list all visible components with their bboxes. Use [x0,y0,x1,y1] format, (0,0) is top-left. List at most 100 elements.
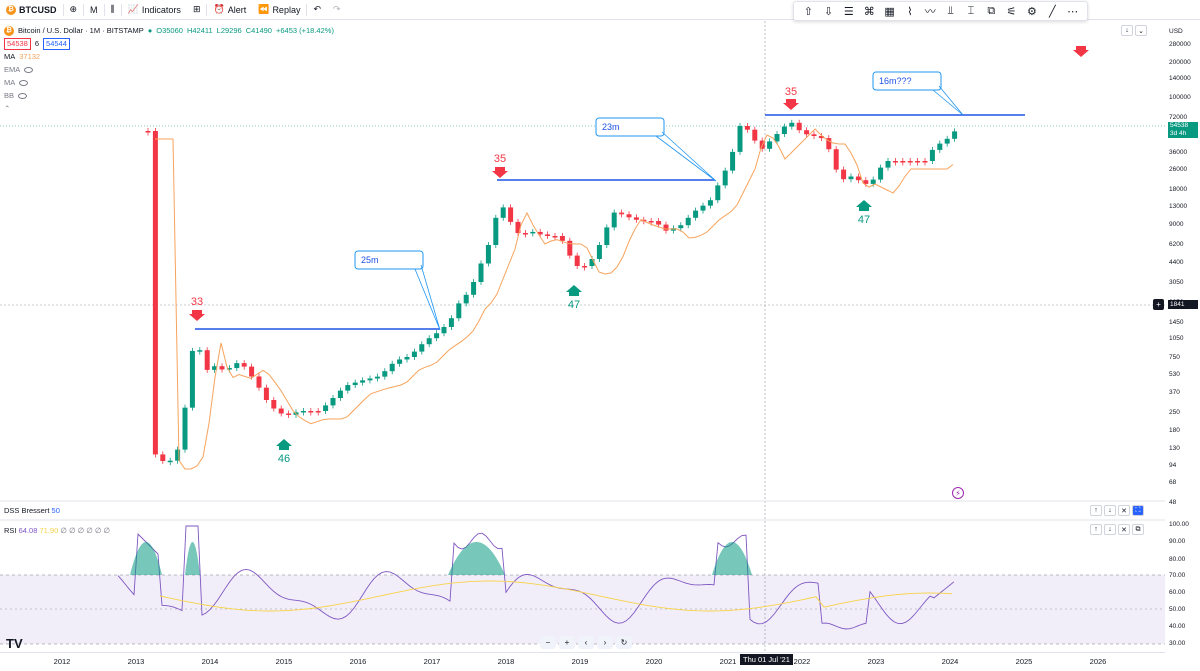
arrow-down-icon[interactable]: ↓ [1104,524,1116,535]
add-alert-button[interactable]: + [1153,299,1164,310]
projection-icon[interactable]: ⫫ [947,4,954,17]
grid-icon: ⊞ [192,4,201,14]
close-icon[interactable]: ✕ [1118,524,1130,535]
rsi-overbought-fill [712,542,752,575]
arrow-up-icon[interactable]: ↑ [1090,505,1102,516]
arrow-down-icon[interactable] [1073,46,1089,57]
fib-icon[interactable]: ☰ [843,5,854,18]
zigzag-icon[interactable]: 〰 [924,6,936,18]
alert-button[interactable]: ⏰ Alert [207,0,252,20]
ema-row[interactable]: EMA [4,63,334,76]
legend-title-row: ₿ Bitcoin / U.S. Dollar · 1M · BITSTAMP … [4,24,334,37]
more-icon[interactable]: ⋯ [1067,5,1079,18]
eye-hidden-icon[interactable] [18,92,28,99]
price-tick: 48 [1169,499,1177,506]
main-pane-controls: ↓ ⌄ [1121,25,1147,36]
ma-label: MA [4,52,16,61]
bb-row[interactable]: BB [4,89,334,102]
time-tick: 2017 [423,657,441,666]
sell-button[interactable]: 54538 [4,37,31,50]
time-tick: 2021 [719,657,737,666]
zoom-out-icon[interactable]: − [540,636,556,649]
ma-value: 37132 [19,52,41,61]
candle [737,126,743,152]
chart-type-button[interactable]: ⫼ [105,0,121,20]
candle [707,200,713,206]
trend-line-icon[interactable]: ╱ [1048,5,1056,18]
settings-icon[interactable]: ⚙ [1027,5,1037,18]
undo-button[interactable]: ↶ [307,0,327,20]
currency-label[interactable]: USD [1169,28,1183,35]
restore-icon[interactable]: ⧉ [1132,524,1144,535]
arrow-down-icon[interactable]: ↓ [1104,505,1116,516]
eye-hidden-icon[interactable] [24,66,34,73]
arrow-down-icon[interactable] [492,167,508,178]
interval-label: M [90,4,98,15]
zoom-in-icon[interactable]: + [559,636,575,649]
arrow-down-icon[interactable]: ⇩ [823,5,834,18]
arrow-down-icon[interactable]: ↓ [1121,25,1133,36]
lightning-icon[interactable]: ⚡ [952,487,964,499]
dss-label: DSS Bressert [4,506,50,515]
arrow-up-icon[interactable]: ↑ [1090,524,1102,535]
long-position-icon[interactable]: ⧉ [987,4,996,17]
arrow-down-icon[interactable] [783,99,799,110]
candle [804,130,810,135]
symbol-search[interactable]: ₿ BTCUSD [0,0,63,20]
price-axis[interactable]: USD 280000200000140000100000720005200036… [1165,21,1200,651]
candle [441,327,447,334]
interval-button[interactable]: M [84,0,104,20]
scroll-left-icon[interactable]: ‹ [578,636,594,649]
dss-pane-controls: ↑ ↓ ✕ ⛶ [1090,505,1144,516]
ma-line [155,128,954,470]
rsi-axis[interactable]: 100.00 90.00 80.00 70.00 60.00 50.00 40.00 30.0… [1165,500,1200,651]
time-axis[interactable]: 2012 2013 2014 2015 2016 2017 2018 2019 2020 2021… [0,652,1165,671]
pattern-icon[interactable]: ⌘ [863,5,875,18]
replay-button[interactable]: ⏪ Replay [252,0,306,20]
templates-button[interactable]: ⊞ [187,0,207,20]
arrow-down-icon[interactable] [189,310,205,321]
arrow-up-icon[interactable] [566,285,582,296]
indicators-button[interactable]: 📈 Indicators [122,0,187,20]
ma2-row[interactable]: MA [4,76,334,89]
price-tick: 140000 [1169,75,1191,82]
cycle-count-label: 47 [568,299,580,311]
candle [226,368,232,370]
redo-button[interactable]: ↷ [327,0,347,20]
tradingview-logo[interactable]: TV [6,636,23,651]
rsi-pane-controls: ↑ ↓ ✕ ⧉ [1090,524,1144,535]
candle [500,207,506,218]
eye-hidden-icon[interactable] [19,79,29,86]
divider [103,3,105,16]
arrow-up-icon[interactable]: ⇧ [803,5,813,18]
callout-box[interactable] [595,117,665,137]
buy-button[interactable]: 54544 [43,37,70,50]
arrow-up-icon[interactable] [276,439,292,450]
candle [286,413,292,415]
callout-box[interactable] [872,71,942,91]
close-icon[interactable]: ✕ [1118,505,1130,516]
candle [700,205,706,211]
add-symbol-button[interactable]: ⊕ [64,0,84,20]
candle [567,240,573,256]
ma-row[interactable]: MA 37132 [4,50,334,63]
cycle-count-label: 35 [494,153,506,165]
candle [626,214,632,218]
date-range-icon[interactable]: ⌶ [967,4,975,17]
reset-icon[interactable]: ↻ [616,636,632,649]
candle [604,227,610,245]
callout-box[interactable] [354,250,424,270]
arrow-up-icon[interactable] [856,200,872,211]
callout-pointer [932,85,964,116]
collapse-legend-button[interactable]: ⌃ [4,102,334,115]
sliders-icon[interactable]: ⚟ [1006,5,1017,18]
candle [937,143,943,150]
path-icon[interactable]: ⌇ [907,5,913,18]
chevron-down-icon[interactable]: ⌄ [1135,25,1147,36]
price-chart[interactable]: 33 35 35 46 47 47 25m 23m 16m??? [0,21,1165,652]
scroll-right-icon[interactable]: › [597,636,613,649]
maximize-icon[interactable]: ⛶ [1132,505,1144,516]
candle [678,225,684,229]
candle [182,407,188,450]
rectangle-icon[interactable]: ▦ [884,5,895,18]
